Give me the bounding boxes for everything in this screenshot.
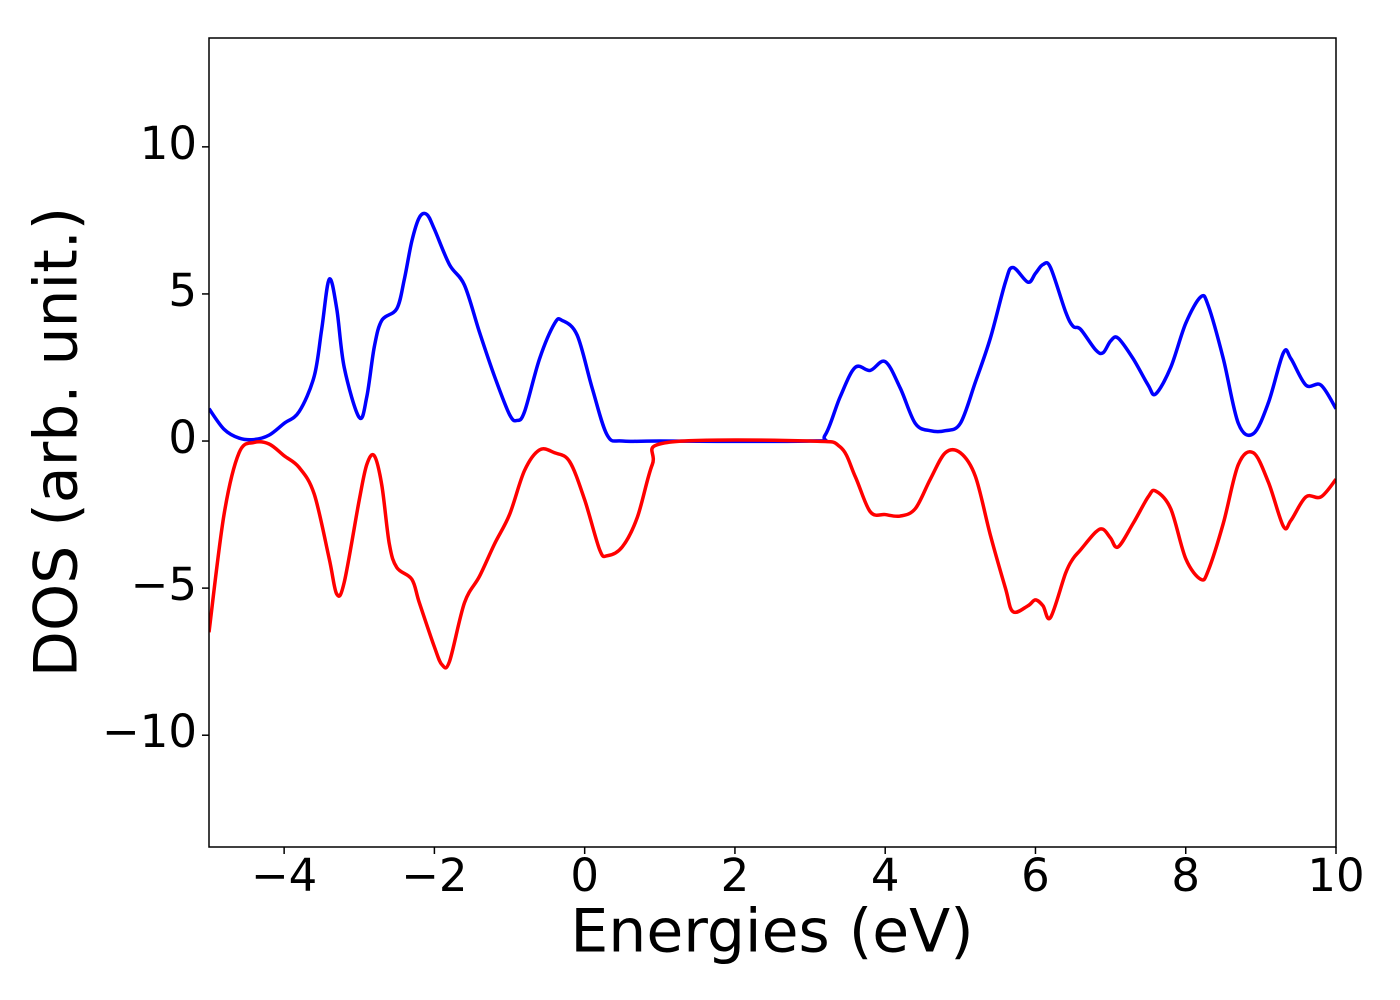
x-tick-label: 0 [570,849,599,902]
y-tick-label: 0 [168,411,197,464]
x-tick-label: 10 [1307,849,1364,902]
y-tick-label: −5 [131,558,197,611]
plot-frame [208,37,1337,848]
y-tick-label: 10 [140,117,197,170]
x-tick-label: −2 [401,849,467,902]
x-tick-label: −4 [251,849,317,902]
x-tick-label: 8 [1171,849,1200,902]
y-axis-label: DOS (arb. unit.) [22,207,92,677]
x-axis-label: Energies (eV) [570,897,973,967]
dos-line [209,211,1336,444]
y-tick-label: 5 [168,264,197,317]
x-tick-label: 6 [1021,849,1050,902]
x-tick-label: 4 [871,849,900,902]
dos-line [209,438,1336,670]
x-tick-label: 2 [721,849,750,902]
y-tick-label: −10 [102,705,197,758]
